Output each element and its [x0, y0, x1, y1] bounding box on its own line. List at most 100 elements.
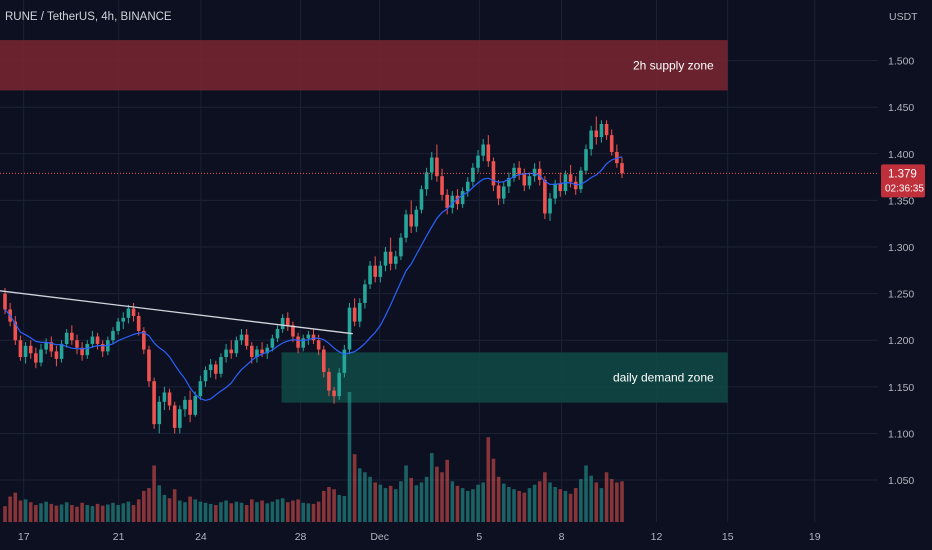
candle[interactable] — [219, 357, 223, 374]
candle[interactable] — [532, 168, 537, 177]
candle[interactable] — [152, 381, 156, 425]
candle[interactable] — [471, 167, 475, 182]
candle[interactable] — [465, 181, 470, 192]
candle[interactable] — [604, 123, 609, 136]
candle[interactable] — [327, 371, 331, 391]
candle[interactable] — [558, 183, 563, 192]
candle[interactable] — [357, 302, 362, 322]
candle[interactable] — [347, 307, 352, 350]
candle[interactable] — [80, 347, 84, 356]
candle[interactable] — [44, 342, 48, 350]
candle[interactable] — [527, 176, 532, 186]
zone-0[interactable] — [0, 40, 728, 91]
time-axis[interactable]: 17 21 24 28 Dec 5 8 12 15 19 — [18, 531, 821, 543]
candle[interactable] — [455, 195, 460, 205]
candle[interactable] — [188, 399, 192, 415]
candle[interactable] — [450, 195, 455, 208]
candle[interactable] — [23, 345, 28, 358]
candle[interactable] — [311, 334, 316, 341]
candle[interactable] — [404, 214, 408, 238]
candle[interactable] — [476, 155, 480, 168]
candle[interactable] — [368, 265, 372, 285]
candle[interactable] — [507, 178, 511, 187]
candle[interactable] — [594, 130, 599, 138]
candle[interactable] — [116, 321, 120, 331]
candle[interactable] — [342, 349, 347, 373]
candle[interactable] — [296, 336, 300, 348]
candle[interactable] — [599, 123, 604, 138]
candle[interactable] — [332, 390, 336, 397]
candle[interactable] — [280, 317, 285, 330]
candle[interactable] — [126, 308, 131, 318]
candle[interactable] — [393, 256, 398, 264]
candle[interactable] — [131, 308, 136, 316]
candle[interactable] — [193, 396, 198, 415]
candle[interactable] — [100, 343, 105, 352]
candle[interactable] — [491, 161, 496, 186]
candle[interactable] — [543, 179, 547, 214]
candle[interactable] — [59, 343, 64, 359]
candle[interactable] — [399, 237, 403, 257]
candle[interactable] — [234, 340, 239, 354]
candle[interactable] — [522, 174, 527, 186]
candle[interactable] — [147, 349, 151, 382]
candle[interactable] — [75, 340, 79, 348]
candle[interactable] — [568, 174, 573, 182]
candle[interactable] — [615, 151, 619, 164]
candle[interactable] — [49, 342, 54, 352]
candle[interactable] — [265, 347, 270, 354]
candle[interactable] — [121, 317, 126, 322]
candle[interactable] — [429, 157, 434, 173]
candle[interactable] — [301, 338, 306, 348]
candle[interactable] — [13, 321, 18, 341]
candle[interactable] — [414, 209, 419, 227]
candle[interactable] — [388, 251, 393, 264]
candle[interactable] — [167, 392, 172, 406]
candle[interactable] — [229, 349, 234, 354]
trendline[interactable] — [0, 290, 353, 335]
candle[interactable] — [316, 340, 321, 350]
candle[interactable] — [496, 185, 501, 199]
candle[interactable] — [419, 189, 424, 210]
candle[interactable] — [70, 332, 74, 341]
candle[interactable] — [90, 336, 95, 344]
candle[interactable] — [579, 170, 583, 190]
candle[interactable] — [214, 364, 218, 374]
candle[interactable] — [435, 157, 439, 177]
candle[interactable] — [383, 251, 388, 266]
candle[interactable] — [275, 329, 280, 339]
candle[interactable] — [95, 336, 100, 344]
candle[interactable] — [352, 307, 357, 322]
candle[interactable] — [409, 214, 413, 227]
candle[interactable] — [620, 163, 624, 174]
candle[interactable] — [573, 181, 578, 190]
candle[interactable] — [291, 325, 295, 337]
candle[interactable] — [501, 186, 506, 199]
candle[interactable] — [363, 284, 367, 303]
candle[interactable] — [208, 364, 213, 371]
candle[interactable] — [111, 330, 115, 341]
candle[interactable] — [198, 381, 203, 397]
candle[interactable] — [337, 372, 342, 397]
candles-layer[interactable] — [3, 116, 624, 434]
candle[interactable] — [373, 265, 377, 277]
candle[interactable] — [548, 198, 552, 214]
candle[interactable] — [85, 343, 90, 356]
candle[interactable] — [18, 340, 23, 358]
candle[interactable] — [486, 144, 491, 162]
candle[interactable] — [378, 265, 383, 277]
candle[interactable] — [481, 144, 485, 156]
candle[interactable] — [162, 392, 167, 402]
candle[interactable] — [460, 191, 465, 205]
candle[interactable] — [517, 167, 521, 175]
candle[interactable] — [34, 353, 38, 363]
candle[interactable] — [136, 315, 141, 331]
candle[interactable] — [28, 345, 33, 354]
candle[interactable] — [39, 349, 43, 363]
candle[interactable] — [584, 149, 588, 171]
candle[interactable] — [537, 168, 542, 180]
candle[interactable] — [270, 338, 275, 348]
candle[interactable] — [609, 135, 614, 152]
candle[interactable] — [54, 351, 59, 359]
